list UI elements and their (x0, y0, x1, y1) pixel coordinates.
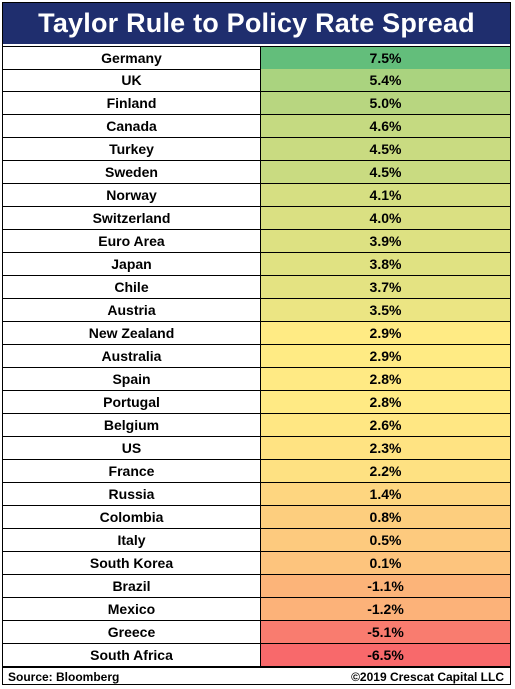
country-cell: Canada (3, 115, 261, 137)
table-row: South Africa -6.5% (3, 644, 510, 667)
table-row: Canada 4.6% (3, 115, 510, 138)
spread-value-cell: -1.2% (261, 598, 510, 620)
table-row: Chile 3.7% (3, 276, 510, 299)
table-row: Colombia 0.8% (3, 506, 510, 529)
table-row: Portugal 2.8% (3, 391, 510, 414)
spread-value-cell: 0.5% (261, 529, 510, 551)
country-cell: Japan (3, 253, 261, 275)
spread-value-cell: -1.1% (261, 575, 510, 597)
table-row: Euro Area 3.9% (3, 230, 510, 253)
table-row: Turkey 4.5% (3, 138, 510, 161)
table-row: Italy 0.5% (3, 529, 510, 552)
country-cell: Belgium (3, 414, 261, 436)
country-cell: Mexico (3, 598, 261, 620)
spread-value-cell: -6.5% (261, 644, 510, 666)
table-row: Spain 2.8% (3, 368, 510, 391)
spread-value-cell: 2.3% (261, 437, 510, 459)
chart-title: Taylor Rule to Policy Rate Spread (3, 3, 510, 44)
source-note: Source: Bloomberg (8, 670, 120, 684)
spread-value-cell: 2.2% (261, 460, 510, 482)
spread-value-cell: 4.6% (261, 115, 510, 137)
table-row: Sweden 4.5% (3, 161, 510, 184)
table-row: Finland 5.0% (3, 92, 510, 115)
spread-value-cell: 2.6% (261, 414, 510, 436)
table-row: Belgium 2.6% (3, 414, 510, 437)
spread-value-cell: 5.4% (261, 69, 510, 91)
country-cell: Greece (3, 621, 261, 643)
spread-value-cell: -5.1% (261, 621, 510, 643)
country-cell: Italy (3, 529, 261, 551)
copyright-note: ©2019 Crescat Capital LLC (351, 670, 504, 684)
country-cell: Euro Area (3, 230, 261, 252)
spread-value-cell: 2.9% (261, 345, 510, 367)
table-row: South Korea 0.1% (3, 552, 510, 575)
spread-value-cell: 3.8% (261, 253, 510, 275)
spread-value-cell: 4.5% (261, 161, 510, 183)
table-row: New Zealand 2.9% (3, 322, 510, 345)
country-cell: Sweden (3, 161, 261, 183)
spread-value-cell: 0.1% (261, 552, 510, 574)
country-cell: Germany (3, 47, 261, 69)
country-cell: Finland (3, 92, 261, 114)
country-cell: Turkey (3, 138, 261, 160)
table-row: France 2.2% (3, 460, 510, 483)
country-cell: Portugal (3, 391, 261, 413)
country-cell: Chile (3, 276, 261, 298)
country-cell: Brazil (3, 575, 261, 597)
country-cell: South Korea (3, 552, 261, 574)
spread-value-cell: 4.0% (261, 207, 510, 229)
spread-value-cell: 3.9% (261, 230, 510, 252)
spread-value-cell: 4.1% (261, 184, 510, 206)
country-cell: US (3, 437, 261, 459)
table-row: UK 5.4% (3, 69, 510, 92)
spread-value-cell: 3.7% (261, 276, 510, 298)
country-cell: South Africa (3, 644, 261, 666)
table-row: Australia 2.9% (3, 345, 510, 368)
table-row: Germany 7.5% (3, 46, 510, 70)
country-cell: France (3, 460, 261, 482)
spread-value-cell: 2.8% (261, 368, 510, 390)
table-row: Japan 3.8% (3, 253, 510, 276)
table-row: US 2.3% (3, 437, 510, 460)
country-cell: Spain (3, 368, 261, 390)
country-cell: Switzerland (3, 207, 261, 229)
country-cell: Colombia (3, 506, 261, 528)
table-row: Switzerland 4.0% (3, 207, 510, 230)
table-row: Norway 4.1% (3, 184, 510, 207)
country-cell: Austria (3, 299, 261, 321)
country-cell: Australia (3, 345, 261, 367)
footer: Source: Bloomberg ©2019 Crescat Capital … (3, 667, 510, 685)
spread-value-cell: 2.8% (261, 391, 510, 413)
table-row: Brazil -1.1% (3, 575, 510, 598)
table-row: Greece -5.1% (3, 621, 510, 644)
country-cell: New Zealand (3, 322, 261, 344)
table-row: Mexico -1.2% (3, 598, 510, 621)
spread-value-cell: 3.5% (261, 299, 510, 321)
table-row: Austria 3.5% (3, 299, 510, 322)
spread-value-cell: 1.4% (261, 483, 510, 505)
spread-value-cell: 2.9% (261, 322, 510, 344)
country-cell: UK (3, 69, 261, 91)
spread-value-cell: 5.0% (261, 92, 510, 114)
spread-value-cell: 0.8% (261, 506, 510, 528)
spread-value-cell: 4.5% (261, 138, 510, 160)
table-row: Russia 1.4% (3, 483, 510, 506)
spread-value-cell: 7.5% (261, 47, 510, 69)
country-cell: Norway (3, 184, 261, 206)
country-cell: Russia (3, 483, 261, 505)
